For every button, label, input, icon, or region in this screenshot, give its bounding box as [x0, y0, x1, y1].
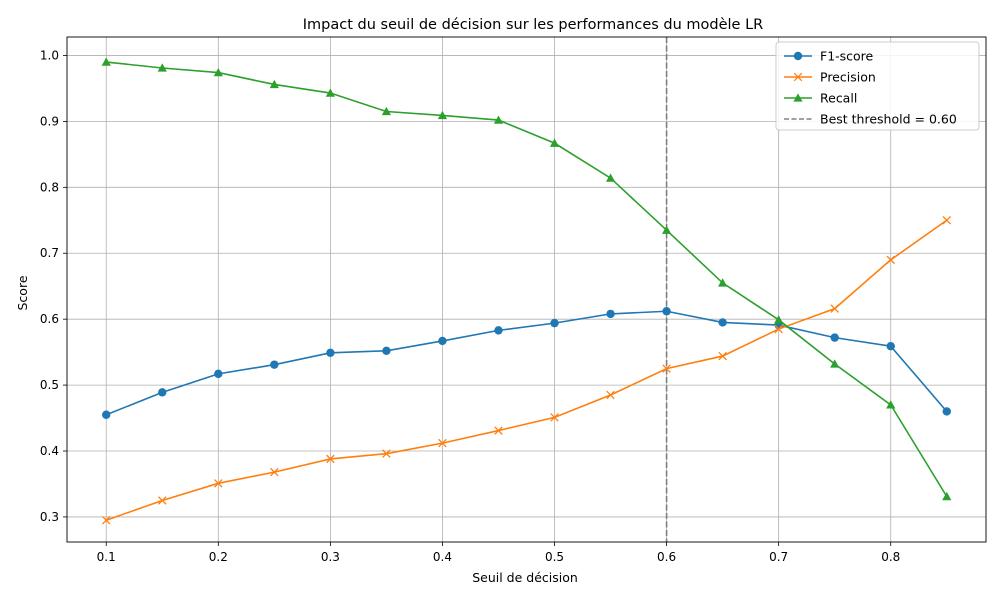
- legend-swatch-marker: [793, 93, 803, 102]
- data-point: [774, 315, 784, 324]
- x-axis-ticks: 0.1 0.2 0.3 0.4 0.5 0.6 0.7 0.8: [97, 542, 900, 564]
- data-point: [605, 173, 616, 182]
- legend-item: F1-score: [784, 49, 874, 64]
- series-line: [105, 219, 948, 521]
- x-tick-label: 0.2: [209, 550, 228, 564]
- data-point: [886, 255, 895, 265]
- x-tick-label: 0.5: [545, 550, 564, 564]
- x-tick-label: 0.1: [97, 550, 116, 564]
- data-point: [942, 407, 951, 416]
- series-f1-score: [102, 307, 951, 419]
- data-point: [550, 413, 559, 422]
- data-point: [718, 351, 727, 361]
- data-point: [774, 324, 783, 334]
- data-point: [438, 336, 447, 346]
- data-point: [830, 359, 840, 368]
- legend-label: Precision: [820, 70, 876, 85]
- data-point: [494, 426, 503, 435]
- data-point: [326, 454, 335, 464]
- data-point: [382, 449, 391, 458]
- legend-label: F1-score: [820, 49, 874, 64]
- series-recall: [101, 57, 952, 501]
- data-point: [158, 496, 167, 505]
- legend-item: Recall: [784, 91, 857, 106]
- data-point: [606, 390, 615, 400]
- data-point: [493, 115, 504, 124]
- y-axis-ticks: 0.3 0.4 0.5 0.6 0.7 0.8 0.9 1.0: [40, 48, 67, 524]
- x-tick-label: 0.6: [657, 550, 676, 564]
- legend-label: Best threshold = 0.60: [820, 112, 957, 127]
- series-line: [105, 310, 948, 416]
- y-tick-label: 0.6: [40, 312, 59, 326]
- series-line: [106, 61, 948, 497]
- data-point: [662, 307, 671, 316]
- series-precision: [101, 216, 952, 525]
- data-point: [214, 369, 223, 379]
- data-point: [942, 491, 952, 501]
- data-point: [214, 479, 223, 488]
- data-point: [101, 57, 111, 66]
- data-point: [550, 318, 559, 328]
- data-point: [158, 388, 167, 397]
- legend-swatch-marker: [793, 51, 803, 61]
- data-point: [662, 364, 671, 373]
- x-tick-label: 0.3: [321, 550, 340, 564]
- data-point: [325, 88, 335, 97]
- x-tick-label: 0.8: [881, 550, 900, 564]
- chart-title: Impact du seuil de décision sur les perf…: [303, 17, 764, 33]
- y-tick-label: 1.0: [40, 48, 59, 62]
- data-point: [438, 438, 447, 448]
- data-point: [102, 410, 111, 419]
- y-axis-label: Score: [15, 275, 30, 310]
- data-point: [942, 216, 952, 225]
- legend: F1-score Precision Recall Best threshold = …: [775, 41, 980, 131]
- data-point: [718, 318, 727, 327]
- y-tick-label: 0.7: [40, 246, 59, 260]
- data-point: [437, 110, 448, 120]
- y-tick-label: 0.5: [40, 378, 59, 392]
- y-tick-label: 0.4: [40, 444, 59, 458]
- y-tick-label: 0.9: [40, 114, 59, 128]
- data-point: [830, 304, 839, 313]
- data-point: [381, 106, 392, 116]
- data-point: [886, 400, 896, 409]
- data-point: [830, 333, 839, 342]
- data-point: [549, 138, 560, 147]
- x-tick-label: 0.4: [433, 550, 452, 564]
- x-tick-label: 0.7: [769, 550, 788, 564]
- legend-box: [775, 41, 980, 131]
- data-point: [718, 278, 728, 287]
- data-point: [101, 515, 111, 525]
- data-point: [213, 68, 223, 77]
- series-layer: [101, 57, 952, 525]
- data-point: [382, 346, 391, 356]
- data-point: [157, 63, 167, 72]
- data-point: [269, 79, 279, 89]
- plot-frame: [66, 36, 987, 543]
- legend-label: Recall: [820, 91, 857, 106]
- legend-item: Best threshold = 0.60: [784, 112, 957, 127]
- data-point: [886, 341, 895, 351]
- legend-swatch-marker: [793, 72, 803, 82]
- y-tick-label: 0.8: [40, 180, 59, 194]
- data-point: [326, 348, 335, 357]
- y-tick-label: 0.3: [40, 510, 59, 524]
- data-point: [606, 309, 615, 319]
- data-point: [661, 225, 672, 234]
- data-point: [494, 326, 503, 335]
- data-point: [270, 467, 279, 477]
- data-point: [270, 360, 279, 369]
- x-axis-label: Seuil de décision: [472, 570, 578, 585]
- legend-item: Precision: [784, 70, 876, 85]
